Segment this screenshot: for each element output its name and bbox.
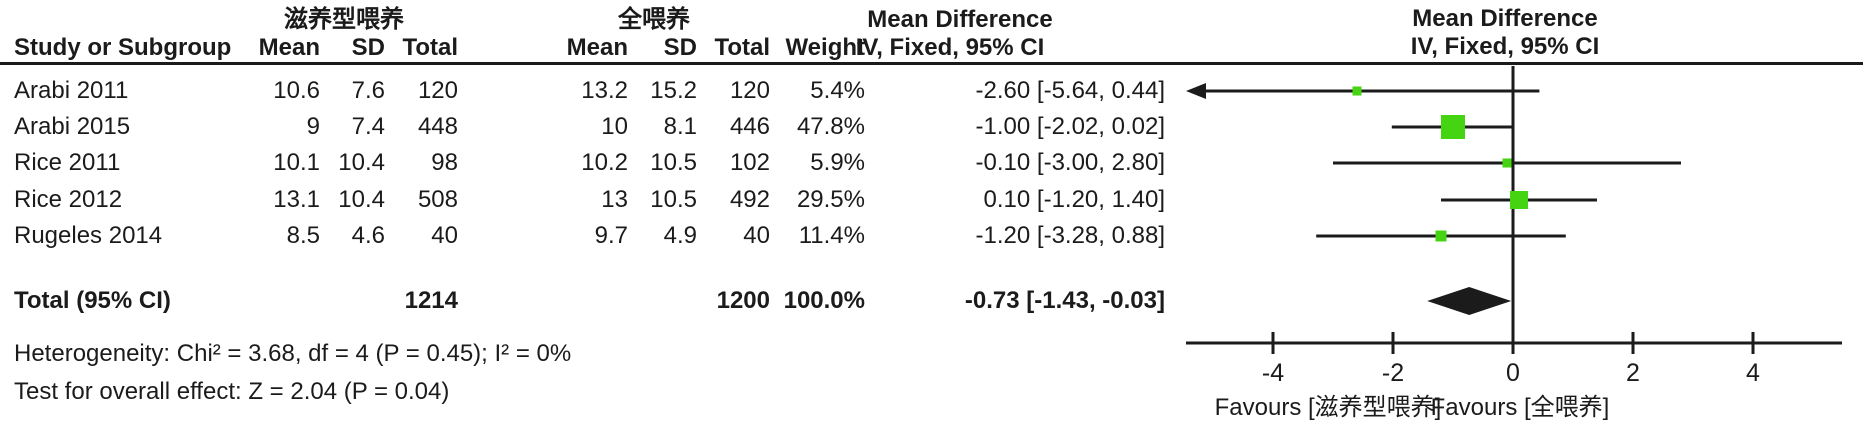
table-row: Rugeles 2014 8.5 4.6 40 9.7 4.9 40 11.4%… xyxy=(0,220,1170,252)
group2-header: 全喂养 xyxy=(618,6,690,33)
col-header-ci: IV, Fixed, 95% CI xyxy=(855,34,1045,61)
weight: 29.5% xyxy=(796,186,865,213)
overall-effect-stat: Test for overall effect: Z = 2.04 (P = 0… xyxy=(14,378,450,405)
mean2: 10 xyxy=(601,113,628,140)
mean1: 9 xyxy=(306,113,320,140)
table-row: Arabi 2015 9 7.4 448 10 8.1 446 47.8% -1… xyxy=(0,111,1170,143)
col-header-total1: Total xyxy=(402,34,458,61)
col-header-mean1: Mean xyxy=(258,34,320,61)
ci-value: 0.10 [-1.20, 1.40] xyxy=(983,186,1165,213)
sd1: 10.4 xyxy=(338,186,385,213)
ci-value: -1.00 [-2.02, 0.02] xyxy=(975,113,1165,140)
header-divider xyxy=(0,62,1863,65)
effect-square xyxy=(1435,230,1447,242)
weight: 47.8% xyxy=(796,113,865,140)
mean1: 13.1 xyxy=(273,186,320,213)
total2: 492 xyxy=(729,186,770,213)
total2-sum: 1200 xyxy=(716,287,770,314)
col-header-weight: Weight xyxy=(785,34,865,61)
ci-value: -2.60 [-5.64, 0.44] xyxy=(975,77,1165,104)
col-header-sd1: SD xyxy=(351,34,385,61)
tick-label: 4 xyxy=(1746,359,1760,387)
total1: 448 xyxy=(417,113,458,140)
sd1: 4.6 xyxy=(351,222,385,249)
weight: 5.9% xyxy=(810,149,865,176)
total1: 98 xyxy=(431,149,458,176)
group1-header: 滋养型喂养 xyxy=(284,6,404,33)
total2: 40 xyxy=(743,222,770,249)
sd1: 7.4 xyxy=(351,113,385,140)
table-row: Arabi 2011 10.6 7.6 120 13.2 15.2 120 5.… xyxy=(0,75,1170,107)
ci-value: -0.10 [-3.00, 2.80] xyxy=(975,149,1165,176)
total-row: Total (95% CI) 1214 1200 100.0% -0.73 [-… xyxy=(0,285,1170,317)
col-header-total2: Total xyxy=(714,34,770,61)
weight: 11.4% xyxy=(798,222,865,249)
mean1: 8.5 xyxy=(286,222,320,249)
forest-plot: -4 -2 0 2 4 Favours [滋养型喂养]Favours [全喂养] xyxy=(1186,66,1842,421)
pooled-ci-value: -0.73 [-1.43, -0.03] xyxy=(964,287,1165,314)
plot-subtitle: IV, Fixed, 95% CI xyxy=(1410,33,1600,60)
plot-title: Mean Difference xyxy=(1412,5,1598,32)
effect-square xyxy=(1510,191,1528,209)
favours-right-label: Favours [全喂养] xyxy=(1431,394,1610,421)
total1: 508 xyxy=(417,186,458,213)
effect-square xyxy=(1502,158,1512,168)
tick-label: 2 xyxy=(1626,359,1640,387)
sd2: 10.5 xyxy=(650,186,697,213)
study-name: Rice 2011 xyxy=(14,149,121,176)
sd1: 7.6 xyxy=(351,77,385,104)
sd2: 8.1 xyxy=(663,113,697,140)
tick-label: -4 xyxy=(1262,359,1284,387)
study-name: Arabi 2011 xyxy=(14,77,129,104)
effect-square xyxy=(1441,115,1465,139)
col-header-study: Study or Subgroup xyxy=(14,34,232,61)
col-header-sd2: SD xyxy=(663,34,697,61)
tick-label: -2 xyxy=(1382,359,1404,387)
total1: 40 xyxy=(431,222,458,249)
total2: 102 xyxy=(729,149,770,176)
total1: 120 xyxy=(417,77,458,104)
study-name: Rugeles 2014 xyxy=(14,222,163,249)
tick-label: 0 xyxy=(1506,359,1520,387)
sd2: 10.5 xyxy=(650,149,697,176)
mean2: 13.2 xyxy=(581,77,628,104)
mean2: 13 xyxy=(601,186,628,213)
total2: 446 xyxy=(729,113,770,140)
summary-diamond xyxy=(1427,287,1512,315)
study-name: Rice 2012 xyxy=(14,186,123,213)
effect-square xyxy=(1352,86,1362,96)
total1-sum: 1214 xyxy=(404,287,458,314)
favours-left-label: Favours [滋养型喂养] xyxy=(1215,394,1442,421)
mean2: 10.2 xyxy=(581,149,628,176)
col-header-mean2: Mean xyxy=(566,34,628,61)
heterogeneity-stat: Heterogeneity: Chi² = 3.68, df = 4 (P = … xyxy=(14,340,572,367)
ci-value: -1.20 [-3.28, 0.88] xyxy=(975,222,1165,249)
table-row: Rice 2011 10.1 10.4 98 10.2 10.5 102 5.9… xyxy=(0,147,1170,179)
weight: 5.4% xyxy=(810,77,865,104)
mean2: 9.7 xyxy=(594,222,628,249)
weight-sum: 100.0% xyxy=(783,287,865,314)
sd2: 15.2 xyxy=(650,77,697,104)
sd1: 10.4 xyxy=(338,149,385,176)
table-row: Rice 2012 13.1 10.4 508 13 10.5 492 29.5… xyxy=(0,184,1170,216)
offscale-arrow-icon xyxy=(1186,83,1206,99)
md-column-header: Mean Difference xyxy=(867,6,1053,33)
total-label: Total (95% CI) xyxy=(14,287,171,314)
mean1: 10.1 xyxy=(273,149,320,176)
total2: 120 xyxy=(729,77,770,104)
sd2: 4.9 xyxy=(663,222,697,249)
study-name: Arabi 2015 xyxy=(14,113,131,140)
mean1: 10.6 xyxy=(273,77,320,104)
